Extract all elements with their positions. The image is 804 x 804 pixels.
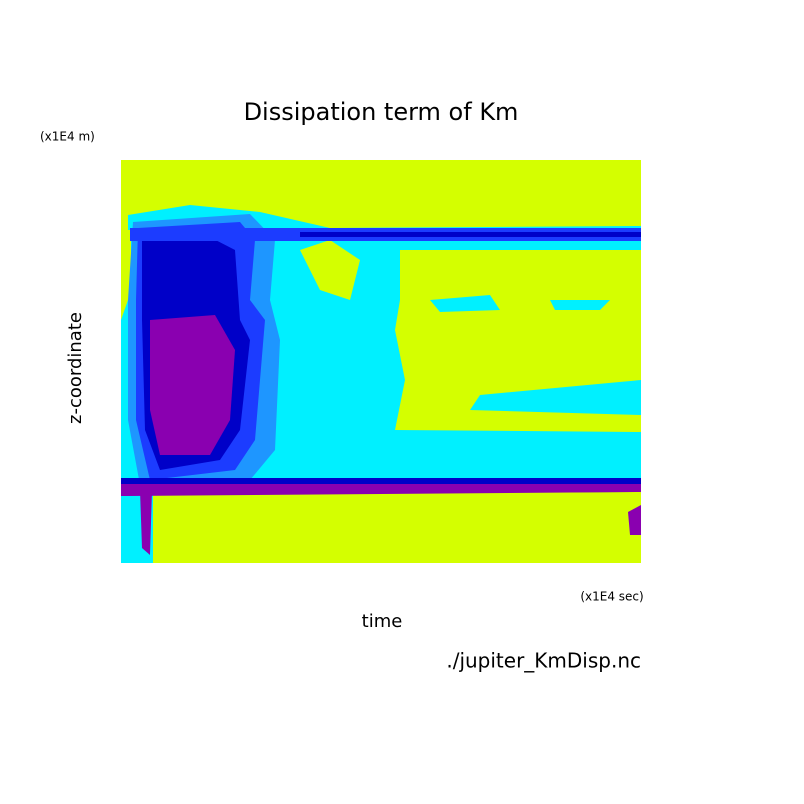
y-axis-label: z-coordinate bbox=[65, 312, 86, 424]
contour-region bbox=[150, 315, 235, 455]
contour-region bbox=[550, 300, 610, 310]
contour-region bbox=[470, 380, 641, 415]
contour-region bbox=[628, 505, 641, 535]
contour-region bbox=[140, 490, 152, 555]
y-unit: (x1E4 m) bbox=[40, 130, 95, 144]
contour-region bbox=[121, 230, 131, 300]
contour-region bbox=[300, 232, 641, 237]
contour-region bbox=[430, 295, 500, 312]
annotation: ./jupiter_KmDisp.nc bbox=[446, 649, 641, 673]
contour-field bbox=[121, 160, 641, 563]
x-unit: (x1E4 sec) bbox=[580, 590, 643, 604]
contour-region bbox=[121, 484, 641, 496]
x-axis-label: time bbox=[362, 611, 403, 632]
chart-title: Dissipation term of Km bbox=[244, 98, 519, 126]
contour-region bbox=[300, 240, 360, 300]
